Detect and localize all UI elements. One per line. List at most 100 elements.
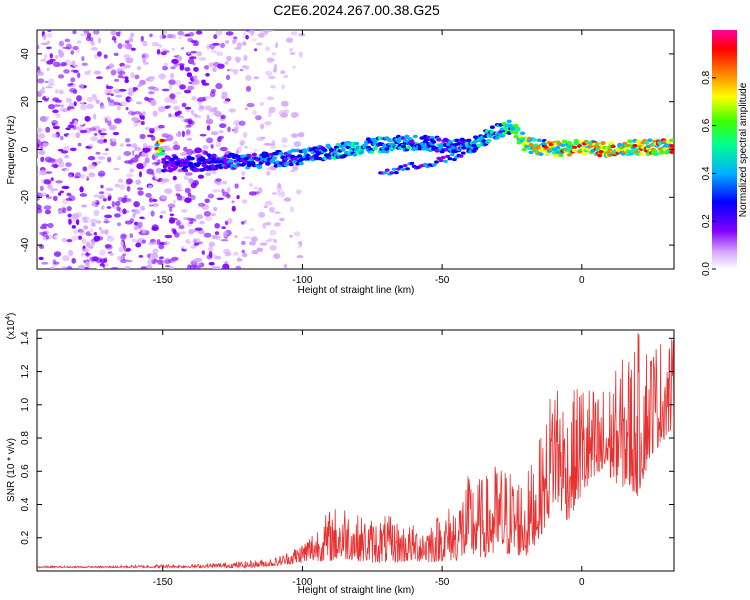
noise-speckle [90, 218, 97, 223]
noise-speckle [298, 51, 303, 58]
noise-speckle [79, 129, 88, 134]
noise-speckle [137, 221, 143, 228]
ridge-point [501, 131, 507, 136]
noise-speckle [84, 115, 91, 122]
noise-speckle [148, 91, 155, 95]
noise-speckle [54, 99, 63, 103]
noise-speckle [99, 132, 107, 136]
noise-speckle [37, 204, 42, 210]
noise-speckle [45, 86, 53, 89]
noise-speckle [149, 33, 153, 38]
noise-speckle [266, 170, 271, 176]
noise-speckle [241, 171, 246, 176]
ridge-point [627, 139, 633, 143]
snr-x-label: Height of straight line (km) [298, 585, 415, 596]
ridge-point [359, 150, 365, 154]
noise-speckle [140, 121, 145, 125]
ridge-point [429, 136, 435, 140]
snr-y-tick-label: 0.8 [20, 431, 31, 445]
noise-speckle [125, 178, 133, 185]
noise-speckle [194, 227, 203, 231]
noise-speckle [158, 244, 165, 250]
noise-speckle [189, 221, 194, 225]
noise-speckle [98, 227, 102, 231]
ridge-point [431, 140, 437, 144]
noise-speckle [243, 54, 248, 62]
noise-speckle [205, 72, 210, 77]
noise-speckle [57, 158, 63, 164]
ridge-branch-point [440, 155, 446, 160]
noise-speckle [44, 209, 52, 215]
spectrogram-x-tick-label: 0 [579, 275, 585, 286]
noise-speckle [84, 252, 92, 256]
spectrogram-y-tick-label: -40 [20, 237, 31, 252]
noise-speckle [236, 195, 240, 200]
noise-speckle [72, 263, 79, 267]
noise-speckle [125, 247, 131, 252]
noise-speckle [80, 104, 87, 111]
noise-speckle [269, 244, 277, 251]
noise-speckle [114, 118, 122, 124]
noise-speckle [66, 192, 72, 197]
noise-speckle [77, 72, 81, 79]
noise-speckle [113, 52, 119, 57]
ridge-branch-point [396, 167, 401, 171]
snr-y-tick-label: 0.6 [20, 464, 31, 478]
noise-speckle [280, 190, 285, 198]
noise-speckle [71, 235, 79, 241]
noise-speckle [41, 142, 49, 148]
noise-speckle [253, 186, 259, 190]
noise-speckle [112, 131, 120, 136]
noise-speckle [93, 97, 98, 102]
noise-speckle [134, 147, 142, 152]
noise-speckle [79, 193, 88, 197]
noise-speckle [107, 89, 113, 94]
noise-speckle [164, 97, 172, 103]
noise-speckle [178, 36, 183, 40]
noise-speckle [128, 98, 134, 102]
noise-speckle [99, 249, 106, 256]
noise-speckle [152, 248, 159, 254]
noise-speckle [48, 48, 55, 55]
noise-speckle [52, 195, 58, 202]
noise-speckle [133, 201, 140, 208]
noise-speckle [222, 105, 226, 109]
snr-y-tick-label: 1.4 [20, 331, 31, 345]
noise-speckle [176, 115, 184, 119]
ridge-point [489, 125, 495, 129]
noise-speckle [211, 48, 215, 51]
snr-series-line [37, 332, 674, 570]
noise-speckle [256, 37, 263, 42]
noise-speckle [74, 120, 78, 126]
noise-speckle [63, 145, 70, 151]
noise-speckle [259, 242, 268, 246]
noise-speckle [264, 121, 272, 126]
noise-speckle [288, 47, 294, 53]
noise-speckle [148, 204, 154, 207]
noise-speckle [64, 154, 69, 159]
noise-speckle [105, 66, 110, 70]
ridge-branch-point [452, 157, 457, 162]
noise-speckle [107, 120, 112, 127]
ridge-point [228, 159, 234, 163]
noise-speckle [146, 264, 153, 269]
noise-speckle [248, 241, 256, 246]
noise-speckle [65, 198, 73, 201]
noise-speckle [123, 151, 132, 156]
noise-speckle [67, 134, 75, 138]
noise-speckle [151, 135, 156, 141]
noise-speckle [137, 66, 142, 71]
noise-speckle [162, 50, 170, 53]
noise-speckle [57, 148, 64, 152]
ridge-branch-point [460, 151, 466, 155]
noise-speckle [89, 256, 96, 262]
noise-speckle [253, 76, 259, 80]
noise-speckle [108, 63, 115, 68]
noise-speckle [66, 265, 73, 269]
noise-speckle [155, 167, 163, 174]
ridge-point [412, 134, 418, 139]
noise-speckle [103, 138, 107, 143]
noise-speckle [133, 221, 139, 226]
noise-speckle [70, 50, 75, 55]
noise-speckle [79, 33, 87, 37]
